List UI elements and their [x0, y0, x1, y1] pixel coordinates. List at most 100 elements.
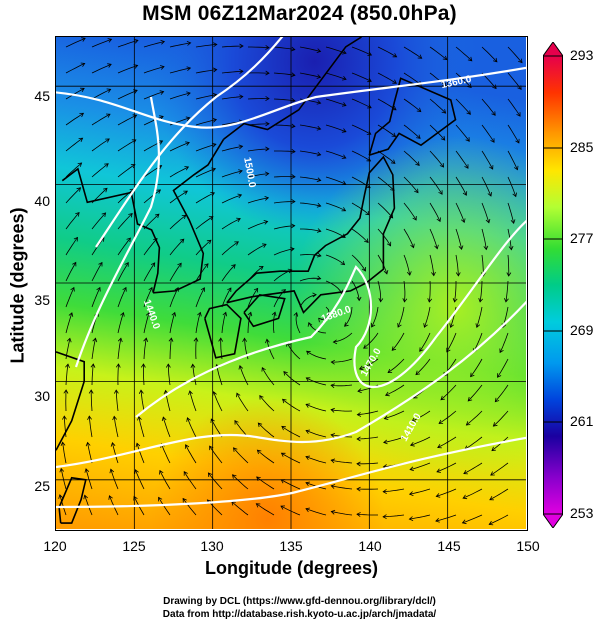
streamline-arrow	[316, 100, 322, 105]
streamline-arrow	[60, 441, 66, 447]
streamline	[59, 494, 67, 516]
streamline	[248, 46, 270, 49]
streamline-arrow	[59, 467, 65, 473]
streamline	[169, 92, 191, 100]
streamline	[377, 228, 391, 247]
streamline-arrow	[415, 370, 421, 376]
streamline-arrow	[154, 213, 160, 219]
streamline	[169, 238, 185, 256]
streamline-arrow	[452, 298, 458, 303]
streamline	[476, 306, 483, 328]
streamline-arrow	[231, 264, 236, 269]
streamline-arrow	[179, 238, 185, 244]
streamline-arrow	[318, 317, 323, 323]
streamline-arrow	[184, 444, 190, 449]
streamline-arrow	[316, 151, 322, 157]
streamline	[65, 63, 85, 74]
streamline-arrow	[238, 169, 243, 174]
streamline	[499, 332, 509, 353]
streamline	[273, 46, 295, 50]
streamline-arrow	[316, 275, 322, 281]
streamline-arrow	[236, 217, 241, 223]
streamline	[143, 66, 165, 74]
streamline	[266, 339, 275, 360]
streamline-arrow	[177, 262, 182, 268]
streamline-arrow	[135, 442, 141, 448]
streamline	[169, 338, 172, 360]
streamline-arrow	[441, 109, 447, 114]
streamline-arrow	[466, 110, 471, 115]
streamline-arrow	[75, 212, 80, 217]
streamline	[299, 124, 321, 130]
streamline-arrow	[462, 494, 468, 500]
streamline-arrow	[90, 363, 96, 368]
streamline	[117, 89, 138, 100]
streamline	[437, 436, 457, 448]
credit-line-2: Data from http://database.rish.kyoto-u.a…	[162, 609, 437, 620]
streamline-arrow	[105, 138, 110, 143]
streamline-arrow	[330, 383, 335, 389]
streamline	[234, 420, 249, 438]
streamline	[384, 410, 405, 419]
streamline-arrow	[239, 69, 244, 74]
streamline-arrow	[340, 260, 346, 266]
streamline-arrow	[392, 79, 397, 84]
streamline	[274, 150, 296, 153]
streamline	[213, 391, 223, 412]
streamline	[333, 332, 353, 343]
streamline-arrow	[263, 220, 269, 225]
streamline	[305, 430, 327, 438]
streamline-arrow	[291, 123, 296, 129]
streamline	[467, 384, 483, 402]
streamline	[136, 443, 145, 464]
streamline	[231, 501, 249, 516]
streamline-arrow	[131, 139, 137, 144]
streamline	[60, 468, 67, 490]
streamline-arrow	[446, 347, 451, 353]
streamline-arrow	[306, 350, 311, 356]
streamline	[110, 469, 119, 490]
streamline	[247, 148, 269, 152]
streamline-arrow	[465, 137, 470, 142]
streamline-arrow	[234, 419, 239, 425]
streamline-arrow	[186, 91, 191, 97]
streamline-arrow	[489, 165, 494, 170]
streamline	[280, 505, 301, 516]
colorbar	[543, 42, 563, 528]
streamline	[195, 192, 215, 204]
streamline	[331, 511, 353, 516]
streamline	[258, 422, 275, 438]
streamline	[158, 497, 171, 516]
streamline	[351, 46, 372, 56]
streamline-arrow	[104, 163, 109, 168]
streamline	[169, 166, 189, 178]
streamline	[325, 254, 345, 265]
streamline-arrow	[391, 132, 397, 137]
streamline-arrow	[488, 520, 494, 526]
streamline-arrow	[417, 54, 423, 59]
streamline-arrow	[213, 42, 218, 48]
streamline	[195, 168, 216, 178]
streamline	[479, 280, 483, 302]
streamline	[351, 202, 370, 216]
streamline	[65, 262, 77, 282]
streamline-arrow	[207, 472, 213, 478]
streamline-arrow	[63, 389, 69, 394]
streamline-arrow	[117, 337, 123, 343]
streamline	[221, 194, 242, 204]
streamline-arrow	[291, 97, 296, 103]
streamline	[436, 462, 457, 473]
streamline-arrow	[256, 449, 262, 455]
streamline-arrow	[487, 191, 492, 197]
streamline	[91, 113, 111, 126]
streamline-arrow	[148, 286, 153, 292]
streamline	[91, 163, 109, 178]
streamline	[351, 254, 366, 272]
streamline-arrow	[150, 262, 156, 267]
streamline-arrow	[264, 196, 270, 201]
streamline	[429, 46, 448, 60]
streamline-arrow	[212, 117, 218, 123]
streamline-arrow	[416, 107, 422, 113]
streamline-arrow	[356, 486, 361, 492]
streamline	[377, 176, 395, 191]
